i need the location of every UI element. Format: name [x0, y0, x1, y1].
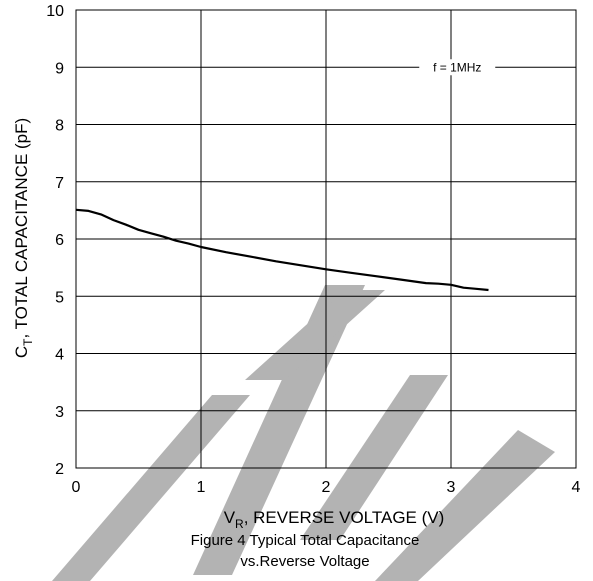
x-tick-label: 4: [572, 479, 581, 496]
x-tick-label: 2: [322, 479, 331, 496]
y-tick-label: 3: [55, 404, 64, 421]
x-tick-labels: 0 1 2 3 4: [72, 479, 581, 496]
y-axis-label-rest: , TOTAL CAPACITANCE (pF): [12, 118, 31, 339]
y-axis-label-sub: T: [21, 338, 35, 346]
watermark-stripe: [375, 430, 555, 581]
y-tick-label: 5: [55, 289, 64, 306]
y-tick-label: 2: [55, 461, 64, 478]
x-tick-label: 1: [197, 479, 206, 496]
y-axis-label-main: C: [12, 346, 31, 358]
series-line: [75, 208, 489, 292]
x-axis-label: VR, REVERSE VOLTAGE (V): [224, 508, 445, 531]
x-tick-label: 0: [72, 479, 81, 496]
watermark-stripe: [193, 285, 365, 575]
figure-caption-line1: Figure 4 Typical Total Capacitance: [191, 532, 420, 549]
y-tick-label: 6: [55, 232, 64, 249]
watermark-stripe: [245, 290, 385, 380]
x-axis-label-main: V: [224, 508, 236, 527]
y-tick-label: 7: [55, 175, 64, 192]
y-tick-label: 4: [55, 347, 64, 364]
x-tick-label: 3: [447, 479, 456, 496]
figure-caption-line2: vs.Reverse Voltage: [240, 553, 369, 570]
x-axis-label-rest: , REVERSE VOLTAGE (V): [244, 508, 445, 527]
annotation-background: [419, 59, 496, 76]
y-tick-label: 8: [55, 118, 64, 135]
y-tick-labels: 2 3 4 5 6 7 8 9 10: [46, 3, 64, 478]
watermark-stripe: [300, 375, 448, 540]
frequency-annotation: f = 1MHz: [433, 60, 481, 74]
y-axis-label: CT, TOTAL CAPACITANCE (pF): [12, 118, 35, 358]
y-tick-label: 9: [55, 60, 64, 77]
plot-frame: [75, 9, 577, 469]
grid: [76, 10, 576, 468]
y-tick-label: 10: [46, 3, 64, 20]
x-axis-label-sub: R: [235, 517, 244, 531]
